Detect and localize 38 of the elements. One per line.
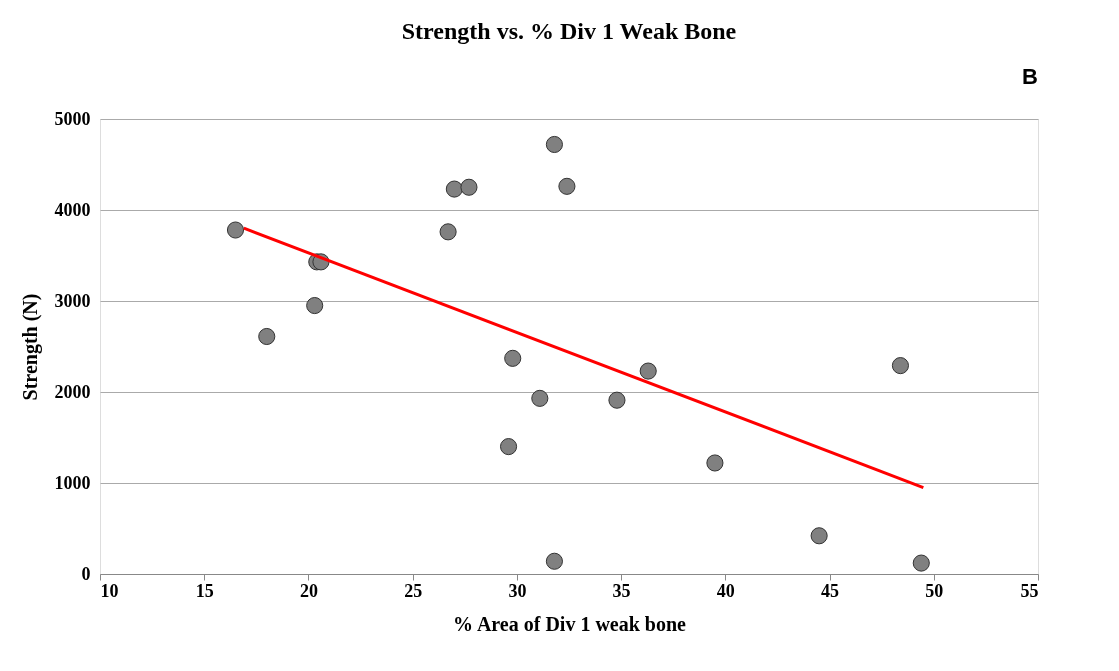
point: [504, 349, 522, 367]
point: [439, 223, 457, 241]
point: [891, 357, 909, 375]
point: [445, 180, 463, 198]
x-tick-label: 45: [821, 580, 840, 601]
point: [608, 391, 626, 409]
y-tick-label: 2000: [54, 381, 91, 402]
text: B: [1022, 64, 1038, 89]
point: [545, 552, 563, 570]
x-tick-label: 35: [612, 580, 631, 601]
y-tick-label: 5000: [54, 108, 91, 129]
point: [810, 527, 828, 545]
point: [460, 178, 478, 196]
x-tick-label: 10: [100, 580, 119, 601]
point: [258, 327, 276, 346]
point: [306, 297, 324, 315]
x-axis-title: % Area of Div 1 weak bone: [453, 612, 687, 635]
x-tick-label: 15: [195, 580, 214, 601]
x-tick-label: 50: [925, 580, 944, 601]
point: [531, 389, 549, 407]
point: [639, 362, 657, 380]
point: [706, 454, 724, 472]
x-tick-label: 20: [299, 580, 318, 601]
x-tick-label: 30: [508, 580, 527, 601]
y-tick-label: 4000: [54, 199, 91, 220]
point: [912, 554, 930, 572]
point: [545, 135, 563, 154]
point: [499, 438, 518, 456]
x-tick-label: 40: [716, 580, 735, 601]
y-tick-label: 3000: [54, 290, 91, 311]
x-tick-label: 25: [404, 580, 423, 601]
y-axis-title: Strength (N): [18, 293, 42, 401]
chart-title: Strength vs. % Div 1 Weak Bone: [401, 18, 737, 44]
x-tick-label: 55: [1020, 580, 1039, 601]
y-tick-label: 0: [81, 563, 91, 584]
point: [558, 177, 576, 195]
y-tick-label: 1000: [54, 472, 91, 493]
point: [226, 221, 245, 239]
